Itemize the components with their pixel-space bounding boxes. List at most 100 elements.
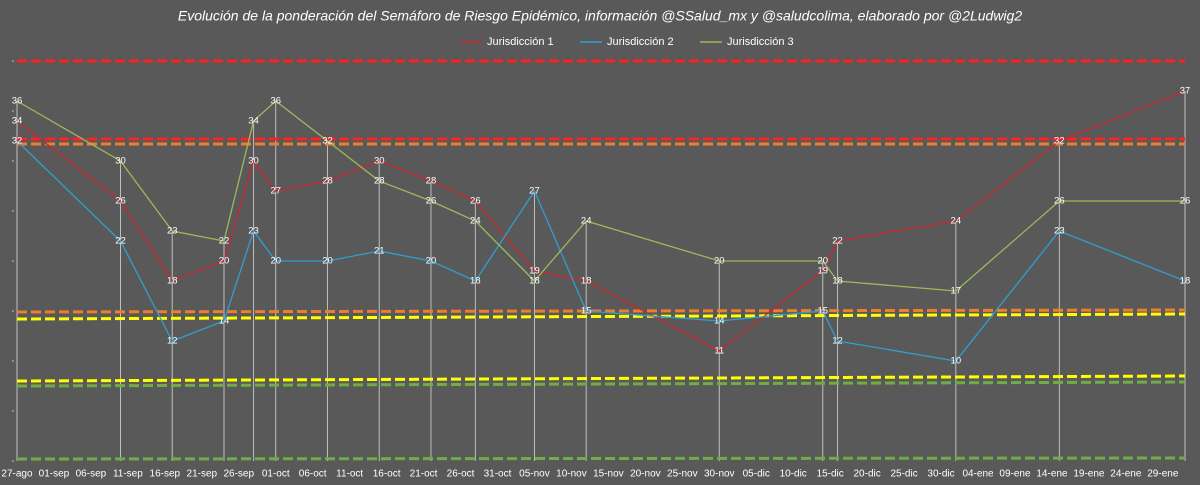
data-label: 15 <box>817 306 828 317</box>
x-tick-label: 24-ene <box>1110 469 1142 480</box>
x-tick-label: 06-oct <box>299 469 327 480</box>
data-label: 20 <box>714 256 725 267</box>
data-label: 37 <box>1180 86 1191 97</box>
x-tick-label: 05-nov <box>519 469 550 480</box>
x-tick-label: 21-sep <box>187 469 218 480</box>
data-label: 20 <box>817 256 828 267</box>
data-label: 20 <box>270 256 281 267</box>
data-label: 32 <box>12 136 23 147</box>
data-label: 23 <box>248 226 259 237</box>
data-label: 24 <box>581 216 592 227</box>
x-tick-label: 31-oct <box>484 469 512 480</box>
x-tick-label: 29-ene <box>1147 469 1179 480</box>
x-tick-label: 30-dic <box>927 469 954 480</box>
data-label: 22 <box>115 236 126 247</box>
x-tick-label: 05-dic <box>743 469 770 480</box>
x-tick-label: 26-sep <box>223 469 254 480</box>
data-label: 28 <box>322 176 333 187</box>
x-tick-label: 01-oct <box>262 469 290 480</box>
x-tick-label: 11-oct <box>336 469 363 480</box>
data-label: 20 <box>322 256 333 267</box>
data-label: 34 <box>12 116 23 127</box>
data-label: 26 <box>470 196 481 207</box>
data-label: 22 <box>219 236 230 247</box>
data-label: 28 <box>426 176 437 187</box>
data-label: 24 <box>470 216 481 227</box>
x-tick-label: 20-dic <box>854 469 881 480</box>
data-label: 36 <box>270 96 281 107</box>
data-label: 22 <box>832 236 843 247</box>
x-tick-label: 26-oct <box>447 469 475 480</box>
x-tick-label: 27-ago <box>1 469 33 480</box>
data-label: 18 <box>167 276 178 287</box>
x-tick-label: 06-sep <box>76 469 107 480</box>
data-label: 18 <box>1180 276 1191 287</box>
threshold-line <box>16 308 1186 314</box>
data-label: 18 <box>581 276 592 287</box>
data-label: 10 <box>951 356 962 367</box>
data-label: 18 <box>470 276 481 287</box>
x-tick-label: 10-nov <box>556 469 587 480</box>
threshold-line <box>16 456 1186 461</box>
legend-label: Jurisdicción 1 <box>487 36 554 48</box>
data-label: 27 <box>529 186 540 197</box>
data-label: 32 <box>1054 136 1065 147</box>
x-tick-label: 19-ene <box>1073 469 1105 480</box>
data-label: 12 <box>832 336 843 347</box>
data-label: 27 <box>270 186 281 197</box>
data-label: 14 <box>219 316 230 327</box>
data-label: 32 <box>322 136 333 147</box>
data-label: 19 <box>529 266 540 277</box>
data-label: 11 <box>714 346 724 357</box>
series-line <box>16 140 1186 362</box>
data-label: 19 <box>817 266 828 277</box>
data-label: 30 <box>248 156 259 167</box>
x-tick-label: 30-nov <box>704 469 735 480</box>
data-label: 18 <box>832 276 843 287</box>
threshold-line <box>16 380 1186 388</box>
x-tick-label: 16-oct <box>373 469 401 480</box>
data-label: 36 <box>12 96 23 107</box>
x-tick-label: 21-oct <box>410 469 438 480</box>
data-label: 18 <box>529 276 540 287</box>
data-label: 17 <box>951 286 962 297</box>
data-label: 26 <box>115 196 126 207</box>
data-label: 28 <box>374 176 385 187</box>
data-label: 20 <box>426 256 437 267</box>
data-label: 34 <box>248 116 259 127</box>
x-tick-label: 25-nov <box>667 469 698 480</box>
series-line <box>16 100 1185 292</box>
data-label: 26 <box>1054 196 1065 207</box>
data-label: 23 <box>167 226 178 237</box>
data-label: 20 <box>219 256 230 267</box>
x-tick-label: 09-ene <box>999 469 1031 480</box>
x-tick-label: 16-sep <box>150 469 181 480</box>
legend-label: Jurisdicción 3 <box>727 36 794 48</box>
data-label: 12 <box>167 336 178 347</box>
data-label: 26 <box>426 196 437 207</box>
data-label: 15 <box>581 306 592 317</box>
legend-label: Jurisdicción 2 <box>607 36 674 48</box>
threshold-line <box>16 374 1186 383</box>
x-tick-label: 14-ene <box>1036 469 1068 480</box>
data-label: 14 <box>714 316 725 327</box>
threshold-line <box>16 312 1186 321</box>
x-tick-label: 15-dic <box>817 469 844 480</box>
data-label: 23 <box>1054 226 1065 237</box>
x-tick-label: 04-ene <box>962 469 994 480</box>
x-tick-label: 25-dic <box>890 469 917 480</box>
data-label: 21 <box>374 246 385 257</box>
x-tick-label: 20-nov <box>630 469 661 480</box>
series-line <box>16 90 1186 352</box>
data-label: 30 <box>115 156 126 167</box>
chart-title: Evolución de la ponderación del Semáforo… <box>178 8 1022 24</box>
data-label: 30 <box>374 156 385 167</box>
data-label: 26 <box>1180 196 1191 207</box>
x-tick-label: 15-nov <box>593 469 624 480</box>
x-tick-label: 01-sep <box>39 469 70 480</box>
data-label: 24 <box>951 216 962 227</box>
x-tick-label: 10-dic <box>780 469 807 480</box>
